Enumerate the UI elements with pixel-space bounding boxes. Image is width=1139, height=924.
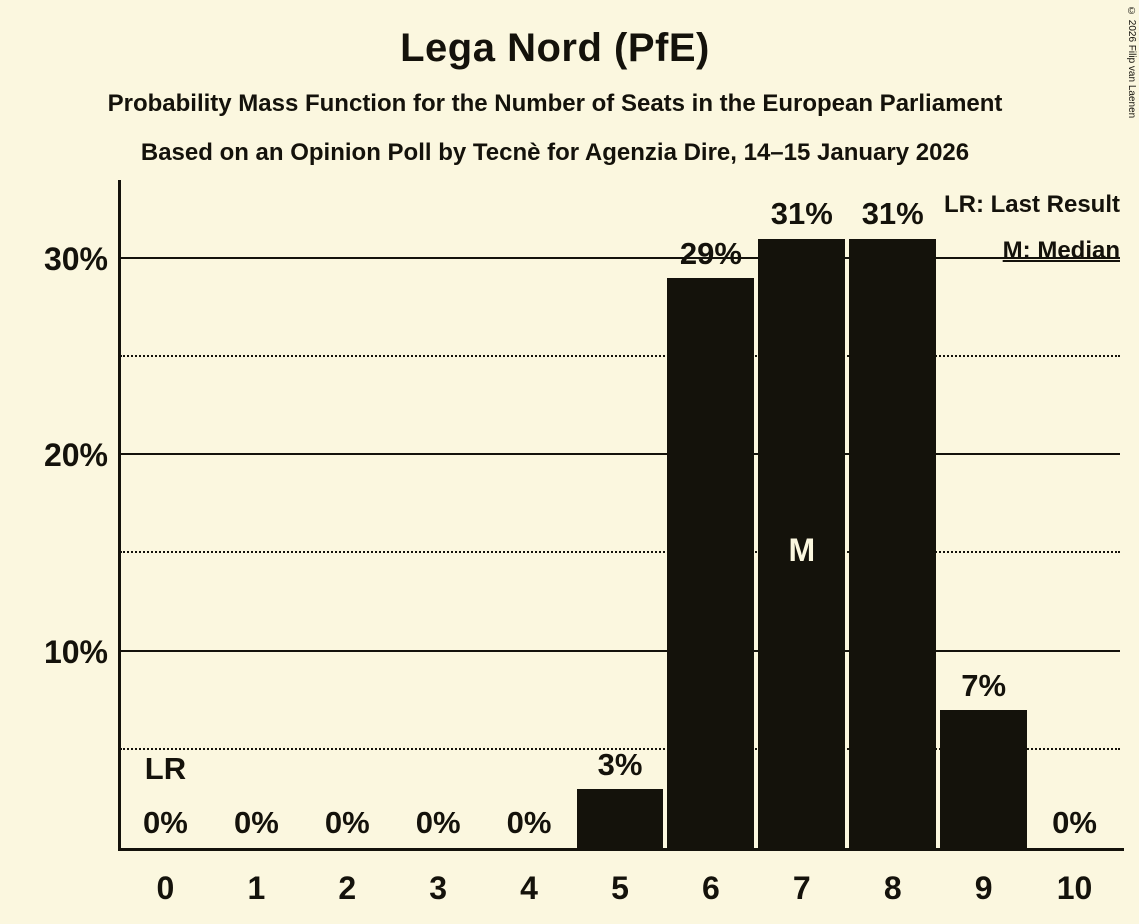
gridline-dotted xyxy=(120,354,1120,357)
x-tick-label: 1 xyxy=(247,870,266,906)
x-tick-label: 4 xyxy=(520,870,538,906)
last-result-marker: LR xyxy=(144,751,187,787)
y-tick-label: 10% xyxy=(43,633,108,670)
gridline-solid xyxy=(120,649,1120,652)
gridline-dotted xyxy=(120,551,1120,554)
gridline-solid xyxy=(120,453,1120,456)
chart-subtitle: Probability Mass Function for the Number… xyxy=(107,90,1003,117)
bar-value-label: 0% xyxy=(324,805,370,841)
x-tick-label: 3 xyxy=(429,870,448,906)
legend-last-result: LR: Last Result xyxy=(943,191,1120,218)
bar-value-label: 7% xyxy=(961,667,1007,703)
x-tick-label: 9 xyxy=(974,870,993,906)
bar-value-label: 0% xyxy=(506,805,552,841)
x-tick-label: 5 xyxy=(611,870,629,906)
y-tick-label: 30% xyxy=(43,240,108,277)
x-tick-label: 10 xyxy=(1056,870,1093,906)
x-tick-label: 0 xyxy=(156,870,175,906)
bar-seat-6 xyxy=(667,278,755,848)
bar-value-label: 3% xyxy=(597,746,643,782)
y-tick-label: 20% xyxy=(43,437,108,474)
bar-seat-8 xyxy=(849,238,937,848)
legend-median: M: Median xyxy=(1002,237,1120,264)
bar-seat-7 xyxy=(758,238,846,848)
bar-value-label: 31% xyxy=(861,196,924,232)
x-axis-labels: 0 1 2 3 4 5 6 7 8 9 10 xyxy=(120,848,1120,918)
gridline-solid xyxy=(120,256,1120,259)
bar-value-label: 0% xyxy=(415,805,461,841)
bar-value-label: 0% xyxy=(1052,805,1097,841)
plot-area: 0% 0% 0% 0% 0% 3% 29% 31% 31% 7% 0% LR M 10% 20% 30% 0… xyxy=(44,180,1124,906)
bar-seat-9 xyxy=(940,710,1028,848)
bar-value-label: 0% xyxy=(143,805,188,841)
x-tick-label: 8 xyxy=(883,870,902,906)
x-tick-label: 6 xyxy=(702,870,720,906)
bar-value-label: 31% xyxy=(770,196,833,232)
chart-legend: LR: Last Result M: Median xyxy=(944,182,1120,274)
median-marker: M xyxy=(788,532,816,568)
x-tick-label: 7 xyxy=(792,870,811,906)
bar-value-label: 29% xyxy=(679,235,742,271)
chart-source-line: Based on an Opinion Poll by Tecnè for Ag… xyxy=(140,139,970,166)
copyright-notice: © 2026 Filip van Laenen xyxy=(1126,6,1137,119)
bar-value-label: 0% xyxy=(233,805,279,841)
y-axis-labels: 10% 20% 30% xyxy=(6,180,108,848)
x-tick-label: 2 xyxy=(338,870,357,906)
x-axis-line xyxy=(118,848,1124,851)
bar-seat-5 xyxy=(576,789,664,848)
y-axis-line xyxy=(118,180,121,850)
gridline-dotted xyxy=(120,747,1120,750)
chart-title: Lega Nord (PfE) xyxy=(400,26,710,70)
